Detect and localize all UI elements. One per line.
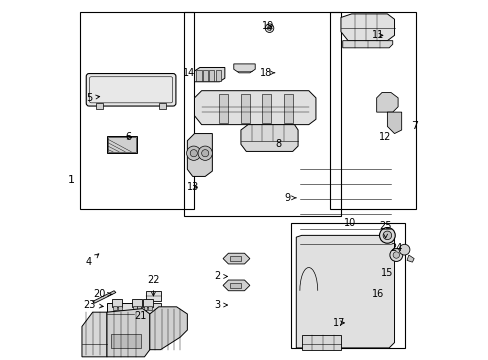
Bar [80,12,194,208]
Bar [301,336,340,350]
Text: 23: 23 [83,300,103,310]
Bar [142,299,152,307]
Bar [183,12,340,216]
Polygon shape [149,307,187,350]
Text: 21: 21 [134,311,147,321]
Circle shape [190,150,197,157]
Circle shape [382,231,391,240]
Text: 5: 5 [86,93,100,103]
Polygon shape [241,125,298,152]
Bar [133,306,136,310]
Bar [209,70,214,81]
Bar [146,303,160,314]
Bar [112,299,122,307]
Text: 19: 19 [261,21,273,31]
Text: 18: 18 [259,68,274,78]
Polygon shape [107,309,149,357]
Polygon shape [194,67,224,82]
Text: 24: 24 [389,243,402,253]
Polygon shape [406,255,413,262]
Bar [215,70,221,81]
Polygon shape [233,64,255,73]
Polygon shape [376,93,397,112]
Text: 6: 6 [125,132,131,142]
Bar [118,306,122,310]
Bar [110,334,141,348]
Circle shape [267,26,271,30]
Bar [143,306,147,310]
Polygon shape [96,103,103,109]
Text: 8: 8 [275,139,281,149]
Polygon shape [386,112,401,134]
Bar [148,306,151,310]
Polygon shape [187,134,212,176]
Text: 13: 13 [186,182,199,192]
Polygon shape [223,280,249,291]
Bar [262,94,271,123]
Circle shape [186,146,201,160]
Circle shape [198,146,212,160]
Bar [219,94,228,123]
Bar [230,256,241,261]
Text: 9: 9 [284,193,295,203]
Circle shape [398,244,409,255]
Circle shape [389,249,402,261]
Bar [108,138,136,152]
Text: 16: 16 [371,289,384,299]
Text: 12: 12 [379,132,391,142]
Text: 2: 2 [214,271,227,282]
Text: 3: 3 [214,300,227,310]
Bar [132,299,142,307]
Text: 15: 15 [381,268,393,278]
Bar [283,94,292,123]
Bar [137,306,141,310]
Bar [146,291,160,301]
Circle shape [201,150,208,157]
Text: 7: 7 [410,121,417,131]
Text: 11: 11 [371,30,384,40]
Text: 20: 20 [93,289,111,299]
Polygon shape [194,91,315,125]
Polygon shape [159,103,165,109]
Bar [241,94,249,123]
Bar [203,70,207,81]
Text: 17: 17 [332,318,345,328]
Text: 22: 22 [147,275,159,296]
Circle shape [379,228,394,243]
Polygon shape [342,41,392,48]
Polygon shape [340,14,394,41]
Polygon shape [296,235,394,348]
Text: 14: 14 [183,68,195,78]
Polygon shape [82,312,107,357]
Bar [108,314,119,321]
Bar [230,283,241,288]
FancyBboxPatch shape [86,73,176,106]
Polygon shape [93,291,116,303]
Circle shape [264,24,273,32]
Polygon shape [223,253,249,264]
Bar [329,12,415,208]
Bar [107,136,137,153]
Circle shape [392,252,399,258]
Text: 4: 4 [86,254,99,267]
Text: 1: 1 [68,175,75,185]
Bar [290,223,405,348]
Bar [121,314,131,321]
Text: 10: 10 [343,218,355,228]
Text: 25: 25 [379,221,391,238]
Bar [113,306,117,310]
Bar [196,70,201,81]
Bar [107,303,134,323]
